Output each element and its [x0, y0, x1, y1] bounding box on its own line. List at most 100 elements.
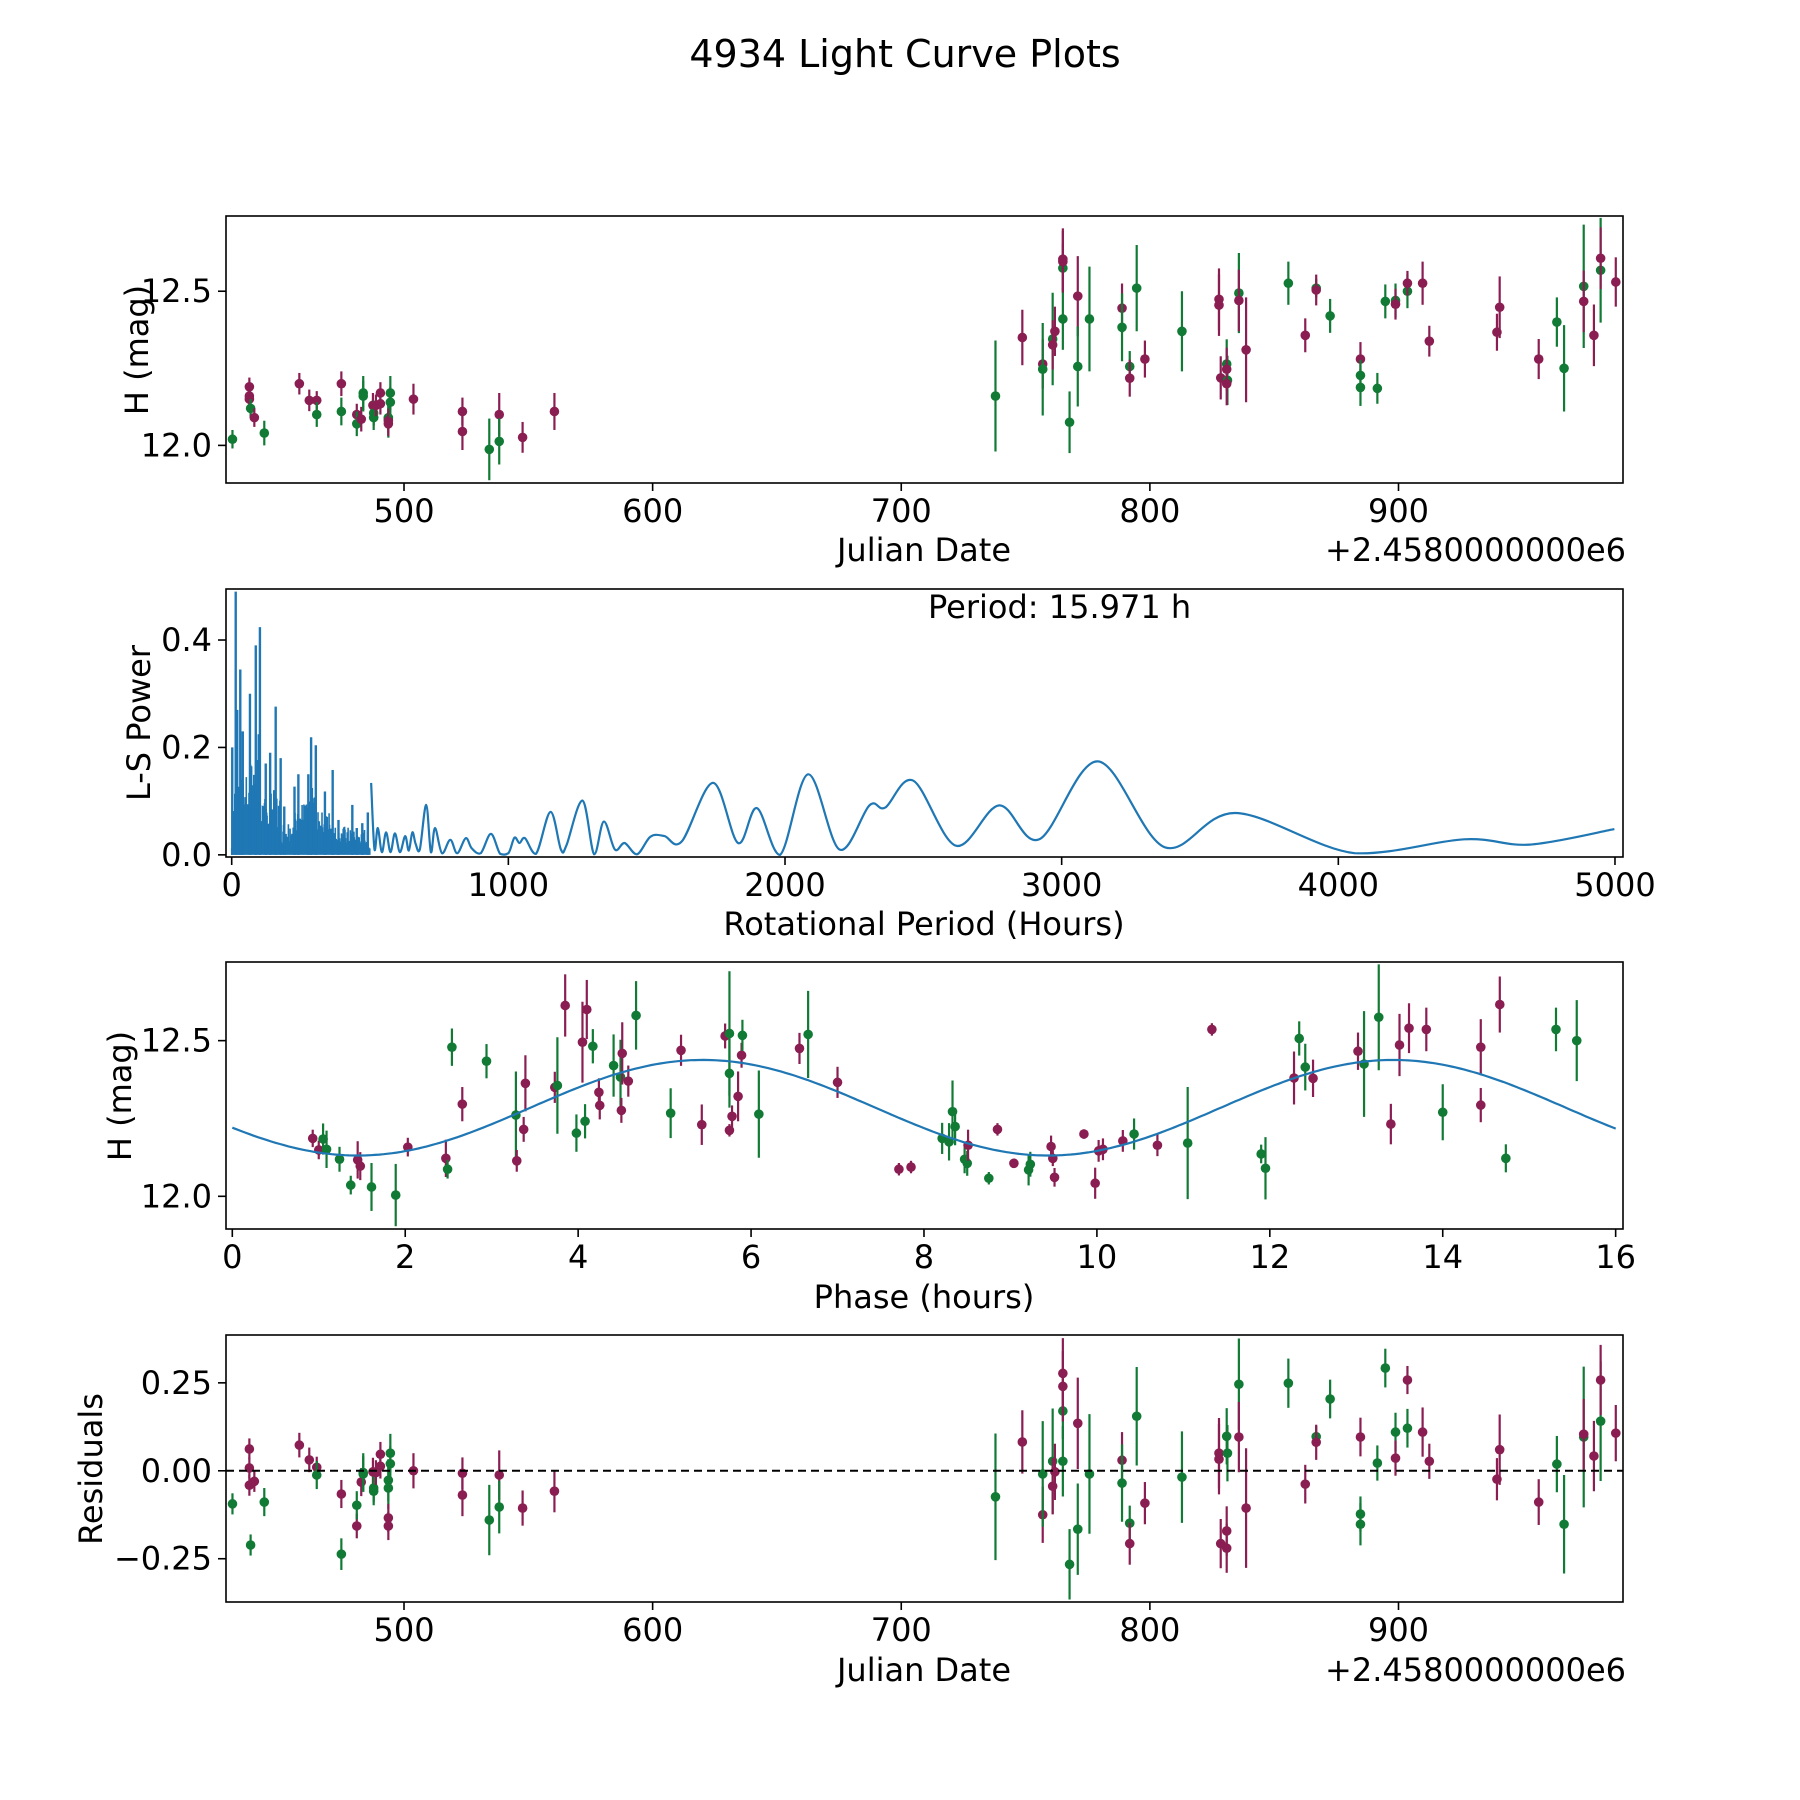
periodogram-x-tick-label: 1000 — [468, 866, 549, 904]
residuals-y-tick-label: 0.25 — [141, 1364, 212, 1402]
residuals-xlabel: Julian Date — [835, 1651, 1011, 1689]
phase-point-green — [588, 1029, 598, 1064]
light-curve-point-green — [1177, 291, 1187, 372]
data-marker — [1421, 1024, 1432, 1035]
light-curve-point-maroon — [1214, 274, 1224, 336]
residual-point-green — [385, 1446, 396, 1482]
residual-point-green — [484, 1484, 495, 1556]
periodogram-y-tick-label: 0.2 — [161, 728, 212, 766]
residuals-x-tick-label: 900 — [1368, 1611, 1429, 1649]
phase-point-maroon — [696, 1104, 707, 1145]
residual-point-green — [383, 1466, 394, 1510]
figure-title: 4934 Light Curve Plots — [689, 32, 1120, 76]
light-curve-point-maroon — [1578, 270, 1589, 333]
data-marker — [227, 1499, 238, 1509]
data-marker — [894, 1164, 904, 1175]
residual-point-green — [1559, 1475, 1569, 1574]
data-marker — [733, 1091, 743, 1102]
data-marker — [727, 1111, 737, 1122]
data-marker — [307, 1133, 318, 1144]
residual-point-maroon — [249, 1470, 260, 1492]
light-curve-point-green — [1355, 368, 1366, 406]
data-marker — [1283, 1378, 1294, 1388]
data-marker — [520, 1078, 531, 1089]
data-marker — [1064, 1559, 1075, 1570]
data-marker — [375, 398, 386, 409]
phase-x-tick-label: 0 — [222, 1238, 242, 1276]
data-marker — [1064, 417, 1075, 428]
data-marker — [368, 412, 379, 423]
data-marker — [345, 1180, 356, 1190]
data-marker — [1404, 1023, 1414, 1033]
residuals-y-tick-label: 0.00 — [141, 1452, 212, 1490]
light-curve-point-green — [358, 380, 369, 412]
phase-point-green — [608, 1034, 619, 1097]
data-marker — [1049, 1172, 1060, 1183]
phase-point-maroon — [1475, 1019, 1486, 1076]
light-curve-point-maroon — [517, 421, 528, 453]
data-marker — [1058, 314, 1068, 324]
light-curve-x-tick-label: 600 — [622, 492, 683, 530]
data-marker — [1072, 1524, 1083, 1534]
phase-point-green — [366, 1162, 377, 1211]
light-curve-point-green — [336, 397, 347, 426]
data-marker — [1372, 1458, 1383, 1468]
light-curve-point-green — [990, 340, 1001, 452]
data-marker — [1386, 1119, 1396, 1129]
light-curve-point-green — [484, 418, 495, 481]
data-marker — [1117, 322, 1127, 333]
residual-point-green — [336, 1538, 347, 1570]
data-marker — [383, 1483, 394, 1493]
data-marker — [1017, 1437, 1028, 1447]
data-marker — [1177, 326, 1187, 337]
data-marker — [494, 436, 505, 447]
data-marker — [227, 434, 238, 445]
data-marker — [1424, 1456, 1435, 1467]
phase-point-maroon — [1494, 976, 1505, 1033]
residual-point-maroon — [1417, 1407, 1428, 1457]
light-curve-point-green — [1380, 284, 1391, 319]
light-curve-point-maroon — [1241, 297, 1251, 403]
phase-point-green — [1501, 1144, 1511, 1173]
light-curve-point-maroon — [1234, 269, 1244, 332]
phase-x-tick-label: 6 — [741, 1238, 761, 1276]
data-marker — [1578, 1429, 1589, 1440]
data-marker — [1234, 1379, 1244, 1390]
residual-point-maroon — [1221, 1523, 1232, 1573]
light-curve-point-green — [385, 386, 396, 418]
residual-point-maroon — [1355, 1417, 1366, 1457]
data-marker — [1595, 1375, 1606, 1385]
residuals-x-tick-label: 700 — [871, 1611, 932, 1649]
periodogram-x-tick-label: 3000 — [1021, 866, 1102, 904]
data-marker — [244, 1444, 255, 1454]
data-marker — [617, 1048, 628, 1059]
data-marker — [1234, 295, 1244, 306]
light-curve-point-maroon — [1494, 276, 1505, 339]
light-curve-point-maroon — [383, 411, 394, 437]
data-marker — [1552, 317, 1562, 327]
light-curve-point-maroon — [356, 406, 367, 432]
residual-point-maroon — [1311, 1424, 1322, 1460]
data-marker — [1494, 302, 1505, 313]
data-marker — [1072, 291, 1083, 301]
data-marker — [1131, 283, 1142, 293]
data-marker — [992, 1124, 1003, 1135]
data-marker — [356, 414, 367, 424]
data-marker — [549, 406, 560, 417]
data-marker — [517, 432, 528, 443]
phase-point-green — [737, 1019, 748, 1051]
residual-point-green — [259, 1488, 270, 1517]
data-marker — [1595, 253, 1606, 264]
light-curve-point-maroon — [1058, 230, 1068, 293]
light-curve-point-maroon — [1311, 274, 1322, 306]
data-marker — [1283, 278, 1294, 289]
residuals-offset-label: +2.4580000000e6 — [1325, 1651, 1626, 1689]
data-marker — [580, 1116, 590, 1127]
periodogram-y-tick-label: 0.0 — [161, 836, 212, 874]
light-curve-xlabel: Julian Date — [835, 531, 1011, 569]
periodogram-x-tick-label: 4000 — [1298, 866, 1379, 904]
residual-point-maroon — [1533, 1479, 1544, 1525]
residual-point-green — [1283, 1358, 1294, 1408]
phase-point-green — [1437, 1084, 1448, 1141]
phase-point-green — [984, 1172, 994, 1185]
